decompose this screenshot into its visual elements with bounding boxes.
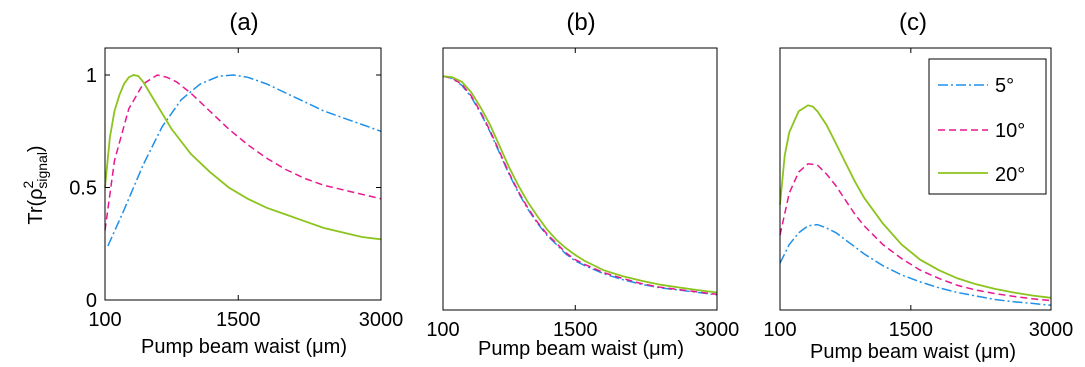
- panel-a-xticks: 100 1500 3000: [88, 48, 403, 331]
- panel-c-xtick-label: 1500: [889, 319, 934, 341]
- panel-a-ytick-label: 0: [86, 290, 97, 312]
- panel-b-xtick-label: 3000: [695, 319, 740, 341]
- panel-a-series-2: [104, 74, 382, 241]
- legend-label-20: 20°: [995, 164, 1025, 186]
- panel-b-xtick-label: 1500: [553, 319, 598, 341]
- panel-a-series-0: [107, 74, 382, 247]
- panel-c-series-0: [779, 223, 1052, 307]
- panel-c-frame: [779, 47, 1052, 311]
- panel-b: (b) 100 1500 3000 Pump beam waist (μm): [426, 9, 739, 360]
- panel-a-ytick-label: 0.5: [69, 178, 97, 200]
- panel-b-series-1: [442, 75, 718, 296]
- legend-label-5: 5°: [995, 75, 1014, 97]
- panel-a-xlabel: Pump beam waist (μm): [141, 336, 347, 358]
- legend: 5° 10° 20°: [928, 58, 1047, 195]
- panel-a: (a) Tr(ρ2signal) 100 1500 3000 00.51 Pump …: [20, 9, 403, 358]
- panel-b-frame: [442, 47, 718, 311]
- panel-a-ylabel: Tr(ρ2signal): [20, 145, 50, 224]
- panel-a-xtick-label: 1500: [216, 309, 261, 331]
- panel-c-series-1: [779, 163, 1052, 302]
- panel-c-xtick-label: 3000: [1029, 319, 1074, 341]
- panel-c-xtick-label: 100: [763, 319, 796, 341]
- panel-b-series-2: [442, 75, 718, 294]
- panel-c: (c) 100 1500 3000 Pump beam waist (μm) 5° …: [763, 9, 1073, 363]
- panel-a-ytick-label: 1: [86, 65, 97, 87]
- panel-c-title: (c): [899, 9, 927, 36]
- panel-b-xtick-label: 100: [426, 319, 459, 341]
- panel-b-xticks: 100 1500 3000: [426, 48, 739, 341]
- panel-a-lines: [104, 74, 382, 247]
- panel-a-xtick-label: 100: [88, 309, 121, 331]
- panel-a-frame: [104, 47, 382, 301]
- panel-a-yticks: 00.51: [69, 65, 381, 312]
- legend-box: [928, 58, 1047, 195]
- panel-c-xlabel: Pump beam waist (μm): [810, 341, 1016, 363]
- legend-label-10: 10°: [995, 120, 1025, 142]
- panel-b-lines: [442, 75, 718, 296]
- panel-b-title: (b): [566, 9, 595, 36]
- panel-b-xlabel: Pump beam waist (μm): [478, 338, 684, 360]
- panel-c-lines: [779, 104, 1052, 307]
- panel-a-title: (a): [229, 9, 258, 36]
- panel-a-series-1: [104, 74, 382, 231]
- panel-c-series-2: [779, 104, 1052, 299]
- panel-a-xtick-label: 3000: [359, 309, 404, 331]
- panel-c-xticks: 100 1500 3000: [763, 48, 1073, 341]
